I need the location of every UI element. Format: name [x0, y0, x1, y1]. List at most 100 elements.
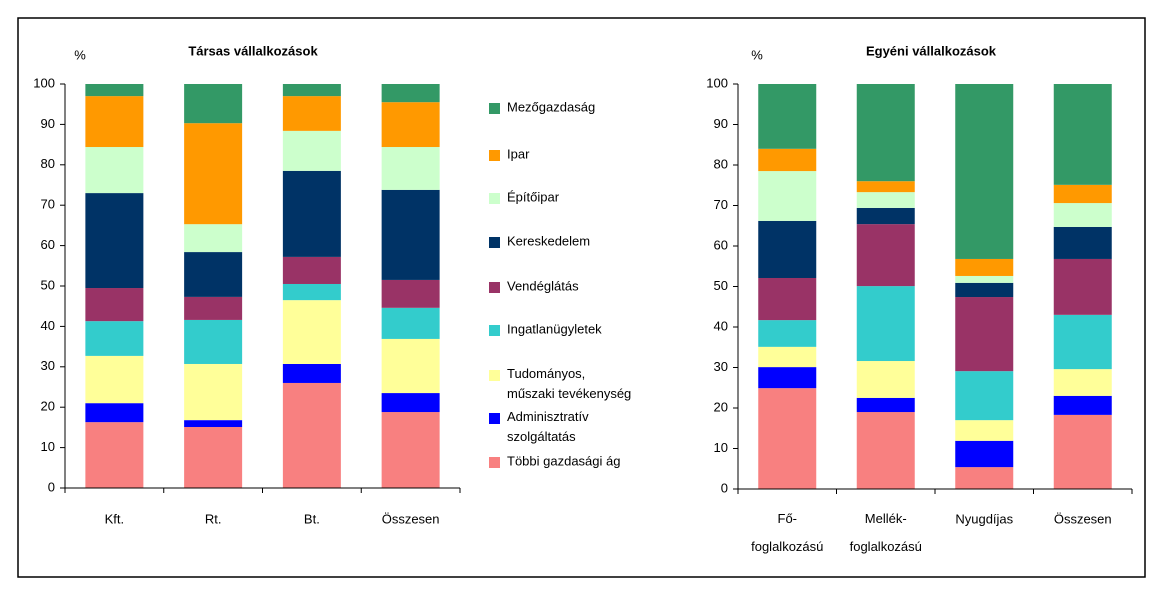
bar-segment — [184, 319, 243, 364]
y-tick-label: 0 — [48, 479, 55, 494]
y-tick-label: 70 — [41, 197, 55, 212]
bar-segment — [85, 147, 144, 194]
bar-segment — [1053, 226, 1112, 259]
bar-segment — [758, 367, 817, 389]
legend-swatch — [489, 237, 500, 248]
bar-segment — [184, 363, 243, 421]
y-tick-label: 40 — [714, 318, 728, 333]
y-tick-label: 60 — [41, 237, 55, 252]
bar-segment — [85, 288, 144, 322]
legend-swatch — [489, 370, 500, 381]
x-tick-label: Nyugdíjas — [955, 511, 1013, 526]
bar-segment — [282, 283, 341, 301]
legend-label: Kereskedelem — [507, 233, 590, 248]
y-tick-label: 60 — [714, 237, 728, 252]
bar-segment — [184, 420, 243, 427]
y-tick-label: 80 — [714, 156, 728, 171]
bar-segment — [856, 192, 915, 208]
bar-segment — [955, 467, 1014, 489]
bar-segment — [1053, 414, 1112, 489]
bar-segment — [856, 412, 915, 489]
frame — [17, 17, 1146, 578]
legend-label: Ipar — [507, 146, 530, 161]
bar-segment — [282, 170, 341, 257]
y-tick-label: 20 — [41, 399, 55, 414]
bar-segment — [381, 102, 440, 148]
bar-segment — [85, 422, 144, 488]
bar-segment — [85, 355, 144, 404]
y-tick-label: 40 — [41, 318, 55, 333]
bar-segment — [758, 148, 817, 172]
bar-segment — [282, 96, 341, 131]
y-tick-label: 80 — [41, 156, 55, 171]
bar-segment — [1053, 184, 1112, 204]
bar-segment — [381, 84, 440, 103]
bar-segment — [381, 393, 440, 413]
y-tick-label: 10 — [714, 440, 728, 455]
legend-label: Építőipar — [507, 189, 560, 204]
bar-segment — [758, 220, 817, 278]
y-tick-label: 100 — [706, 75, 728, 90]
y-tick-label: 0 — [721, 480, 728, 495]
bar-segment — [856, 361, 915, 398]
bar-segment — [758, 388, 817, 489]
bar-segment — [85, 193, 144, 289]
bar-segment — [282, 363, 341, 383]
bar-segment — [856, 397, 915, 413]
bar-segment — [381, 307, 440, 339]
bar-segment — [1053, 369, 1112, 396]
bar-segment — [955, 440, 1014, 468]
legend-swatch — [489, 413, 500, 424]
legend-swatch — [489, 325, 500, 336]
bar-segment — [758, 277, 817, 321]
y-tick-label: 50 — [41, 277, 55, 292]
bar-segment — [1053, 395, 1112, 415]
bar-segment — [85, 321, 144, 356]
bar-segment — [1053, 314, 1112, 370]
legend-label: Vendéglátás — [507, 278, 579, 293]
legend-label: Tudományos, műszaki tevékenység — [507, 366, 631, 401]
x-tick-label: Összesen — [382, 511, 440, 526]
bar-segment — [955, 84, 1014, 259]
bar-segment — [282, 382, 341, 488]
legend-swatch — [489, 103, 500, 114]
y-tick-label: 100 — [33, 75, 55, 90]
bar-segment — [282, 300, 341, 364]
bar-segment — [184, 84, 243, 124]
bar-segment — [955, 275, 1014, 283]
legend-swatch — [489, 150, 500, 161]
bar-segment — [758, 84, 817, 149]
y-tick-label: 90 — [41, 116, 55, 131]
legend-label: Adminisztratív szolgáltatás — [507, 409, 589, 444]
x-tick-label: Mellék-foglalkozású — [850, 511, 922, 554]
legend-swatch — [489, 193, 500, 204]
bar-segment — [856, 181, 915, 193]
bar-segment — [184, 252, 243, 297]
bar-segment — [955, 282, 1014, 298]
bar-segment — [955, 420, 1014, 441]
bar-segment — [758, 171, 817, 221]
x-tick-label: Fő-foglalkozású — [751, 511, 823, 554]
y-tick-label: 30 — [714, 359, 728, 374]
bar-segment — [282, 130, 341, 171]
bar-segment — [381, 279, 440, 308]
x-tick-label: Kft. — [105, 511, 125, 526]
bar-segment — [856, 286, 915, 362]
bar-segment — [856, 207, 915, 225]
legend-label: Mezőgazdaság — [507, 99, 595, 114]
y-tick-label: 90 — [714, 116, 728, 131]
bar-segment — [184, 123, 243, 225]
legend-swatch — [489, 282, 500, 293]
bar-segment — [282, 84, 341, 97]
legend-label: Ingatlanügyletek — [507, 321, 602, 336]
x-tick-label: Összesen — [1054, 511, 1112, 526]
bar-segment — [85, 403, 144, 423]
y-tick-label: 20 — [714, 399, 728, 414]
bar-segment — [184, 426, 243, 488]
bar-segment — [758, 346, 817, 368]
bar-segment — [381, 147, 440, 190]
bar-segment — [381, 338, 440, 394]
bar-segment — [381, 412, 440, 488]
